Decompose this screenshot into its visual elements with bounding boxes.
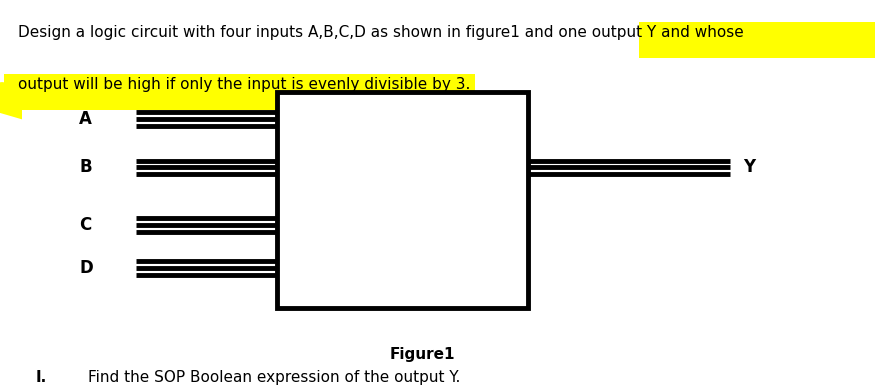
Text: I.: I. xyxy=(35,370,47,385)
Text: B: B xyxy=(79,159,92,176)
Text: D: D xyxy=(79,259,93,276)
FancyArrowPatch shape xyxy=(0,95,2,99)
Text: Y: Y xyxy=(744,159,756,176)
Text: output will be high if only the input is evenly divisible by 3.: output will be high if only the input is… xyxy=(18,77,470,92)
Bar xyxy=(4,74,475,110)
Text: C: C xyxy=(79,216,92,234)
Text: Find the SOP Boolean expression of the output Y.: Find the SOP Boolean expression of the o… xyxy=(88,370,460,385)
Bar xyxy=(277,92,528,308)
Text: Figure1: Figure1 xyxy=(390,346,455,362)
Bar xyxy=(639,22,875,58)
Text: Design a logic circuit with four inputs A,B,C,D as shown in figure1 and one outp: Design a logic circuit with four inputs … xyxy=(18,25,744,40)
Polygon shape xyxy=(0,100,22,119)
Text: A: A xyxy=(79,110,92,128)
